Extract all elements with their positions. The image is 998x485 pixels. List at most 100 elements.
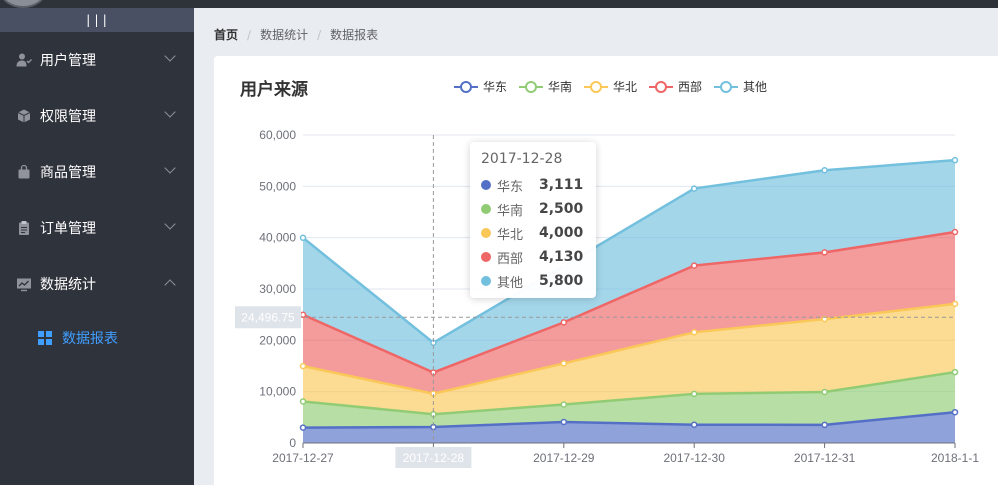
tooltip-row: 华北 4,000 <box>481 221 585 245</box>
series-line-1 <box>302 410 956 429</box>
legend-label: 西部 <box>678 79 702 94</box>
tooltip-value: 2,500 <box>539 201 584 217</box>
data-point <box>690 329 698 336</box>
data-point <box>951 300 959 308</box>
data-point <box>821 388 828 396</box>
data-point <box>690 262 698 269</box>
sidebar-item-order-management[interactable]: 订单管理 <box>0 200 194 256</box>
data-point <box>299 424 307 431</box>
tooltip-row: 华东 3,111 <box>481 173 585 197</box>
data-point <box>560 319 568 326</box>
breadcrumb-separator: / <box>247 27 252 42</box>
chart-tooltip: 2017-12-28 华东 3,111 华南 2,500 华北 4,000 西部 4,130 其… <box>470 142 596 298</box>
legend-item-5[interactable]: 其他 <box>714 80 767 94</box>
box-icon <box>16 108 32 124</box>
x-tick-label: 2017-12-29 <box>533 451 595 465</box>
sidebar-item-label: 权限管理 <box>40 109 96 125</box>
breadcrumb-home[interactable]: 首页 <box>214 28 239 42</box>
series-line-5 <box>302 158 956 345</box>
legend-marker <box>655 81 667 93</box>
bag-icon <box>16 164 32 180</box>
legend-marker <box>720 81 732 93</box>
sidebar-item-label: 商品管理 <box>40 165 96 181</box>
data-point <box>821 167 828 174</box>
tooltip-marker <box>481 252 491 262</box>
series-area-4 <box>303 232 955 394</box>
data-point <box>821 249 828 256</box>
legend-label: 华南 <box>548 79 572 94</box>
y-tick-label: 10,000 <box>259 385 296 399</box>
tooltip-row: 华南 2,500 <box>481 197 585 221</box>
tooltip-series-name: 华北 <box>497 227 524 243</box>
y-tick-label: 30,000 <box>259 282 296 296</box>
sidebar: ||| 用户管理 权限管理 商品管理 订单管理 数据统计 <box>0 8 194 485</box>
x-pointer-label-bg <box>395 447 472 468</box>
legend-marker <box>525 81 537 93</box>
grid-icon <box>38 331 52 345</box>
tooltip-value: 4,000 <box>539 225 584 241</box>
y-tick-label: 50,000 <box>259 179 296 193</box>
tooltip-marker <box>481 228 491 238</box>
sidebar-item-label: 订单管理 <box>40 221 96 237</box>
user-icon <box>16 52 32 68</box>
legend-label: 其他 <box>743 80 767 94</box>
data-point <box>560 418 568 426</box>
breadcrumb-data-report: 数据报表 <box>330 28 379 42</box>
tooltip-title: 2017-12-28 <box>481 151 563 167</box>
legend-item-1[interactable]: 华东 <box>454 80 507 94</box>
legend-item-4[interactable]: 西部 <box>649 79 702 94</box>
tooltip-row: 西部 4,130 <box>481 245 585 269</box>
y-tick-label: 20,000 <box>259 333 296 347</box>
sidebar-toggle-button[interactable]: ||| <box>0 8 194 32</box>
tooltip-series-name: 华东 <box>497 179 524 195</box>
tooltip-series-name: 其他 <box>497 275 524 291</box>
tooltip-row: 其他 5,800 <box>481 269 585 293</box>
series-line-4 <box>302 230 956 374</box>
sidebar-item-product-management[interactable]: 商品管理 <box>0 144 194 200</box>
sidebar-item-data-statistics[interactable]: 数据统计 <box>0 256 194 312</box>
data-point <box>951 156 959 164</box>
data-point <box>560 401 568 408</box>
data-point <box>690 185 698 192</box>
breadcrumb-data-statistics: 数据统计 <box>260 28 309 42</box>
data-point <box>821 421 828 429</box>
data-point <box>299 234 307 242</box>
data-point <box>951 228 959 236</box>
data-point <box>299 398 307 405</box>
sidebar-item-user-management[interactable]: 用户管理 <box>0 32 194 88</box>
tooltip-value: 5,800 <box>539 273 584 289</box>
y-pointer-label: 24,496.75 <box>241 310 295 324</box>
tooltip-series-name: 西部 <box>497 251 524 267</box>
tooltip-series-name: 华南 <box>497 203 524 219</box>
y-tick-label: 0 <box>289 436 296 450</box>
x-tick-label: 2018-1-1 <box>931 451 979 465</box>
tooltip-value: 4,130 <box>539 249 584 265</box>
y-tick-label: 40,000 <box>259 231 296 245</box>
data-point <box>299 362 307 370</box>
sidebar-subitem-data-report[interactable]: 数据报表 <box>0 312 194 364</box>
data-point <box>951 408 959 416</box>
breadcrumb-separator: / <box>317 27 322 42</box>
data-point <box>690 390 698 398</box>
legend-item-3[interactable]: 华北 <box>584 80 637 94</box>
legend-marker <box>460 81 472 93</box>
y-pointer-label-bg <box>235 306 301 329</box>
legend-label: 华东 <box>483 80 507 94</box>
series-line-3 <box>302 302 956 395</box>
x-tick-label: 2017-12-27 <box>272 451 334 465</box>
series-area-1 <box>303 412 955 443</box>
data-point <box>560 360 568 367</box>
legend-marker <box>590 81 602 93</box>
top-bar <box>0 0 998 8</box>
sidebar-item-label: 用户管理 <box>40 53 96 69</box>
x-tick-label: 2017-12-31 <box>794 451 856 465</box>
data-point <box>951 368 959 376</box>
y-tick-label: 60,000 <box>259 128 296 142</box>
tooltip-value: 3,111 <box>539 177 584 193</box>
legend-item-2[interactable]: 华南 <box>519 79 572 94</box>
chart-title: 用户来源 <box>240 79 308 99</box>
legend-label: 华北 <box>613 80 637 94</box>
sidebar-item-permission-management[interactable]: 权限管理 <box>0 88 194 144</box>
sidebar-item-label: 数据统计 <box>40 277 96 293</box>
